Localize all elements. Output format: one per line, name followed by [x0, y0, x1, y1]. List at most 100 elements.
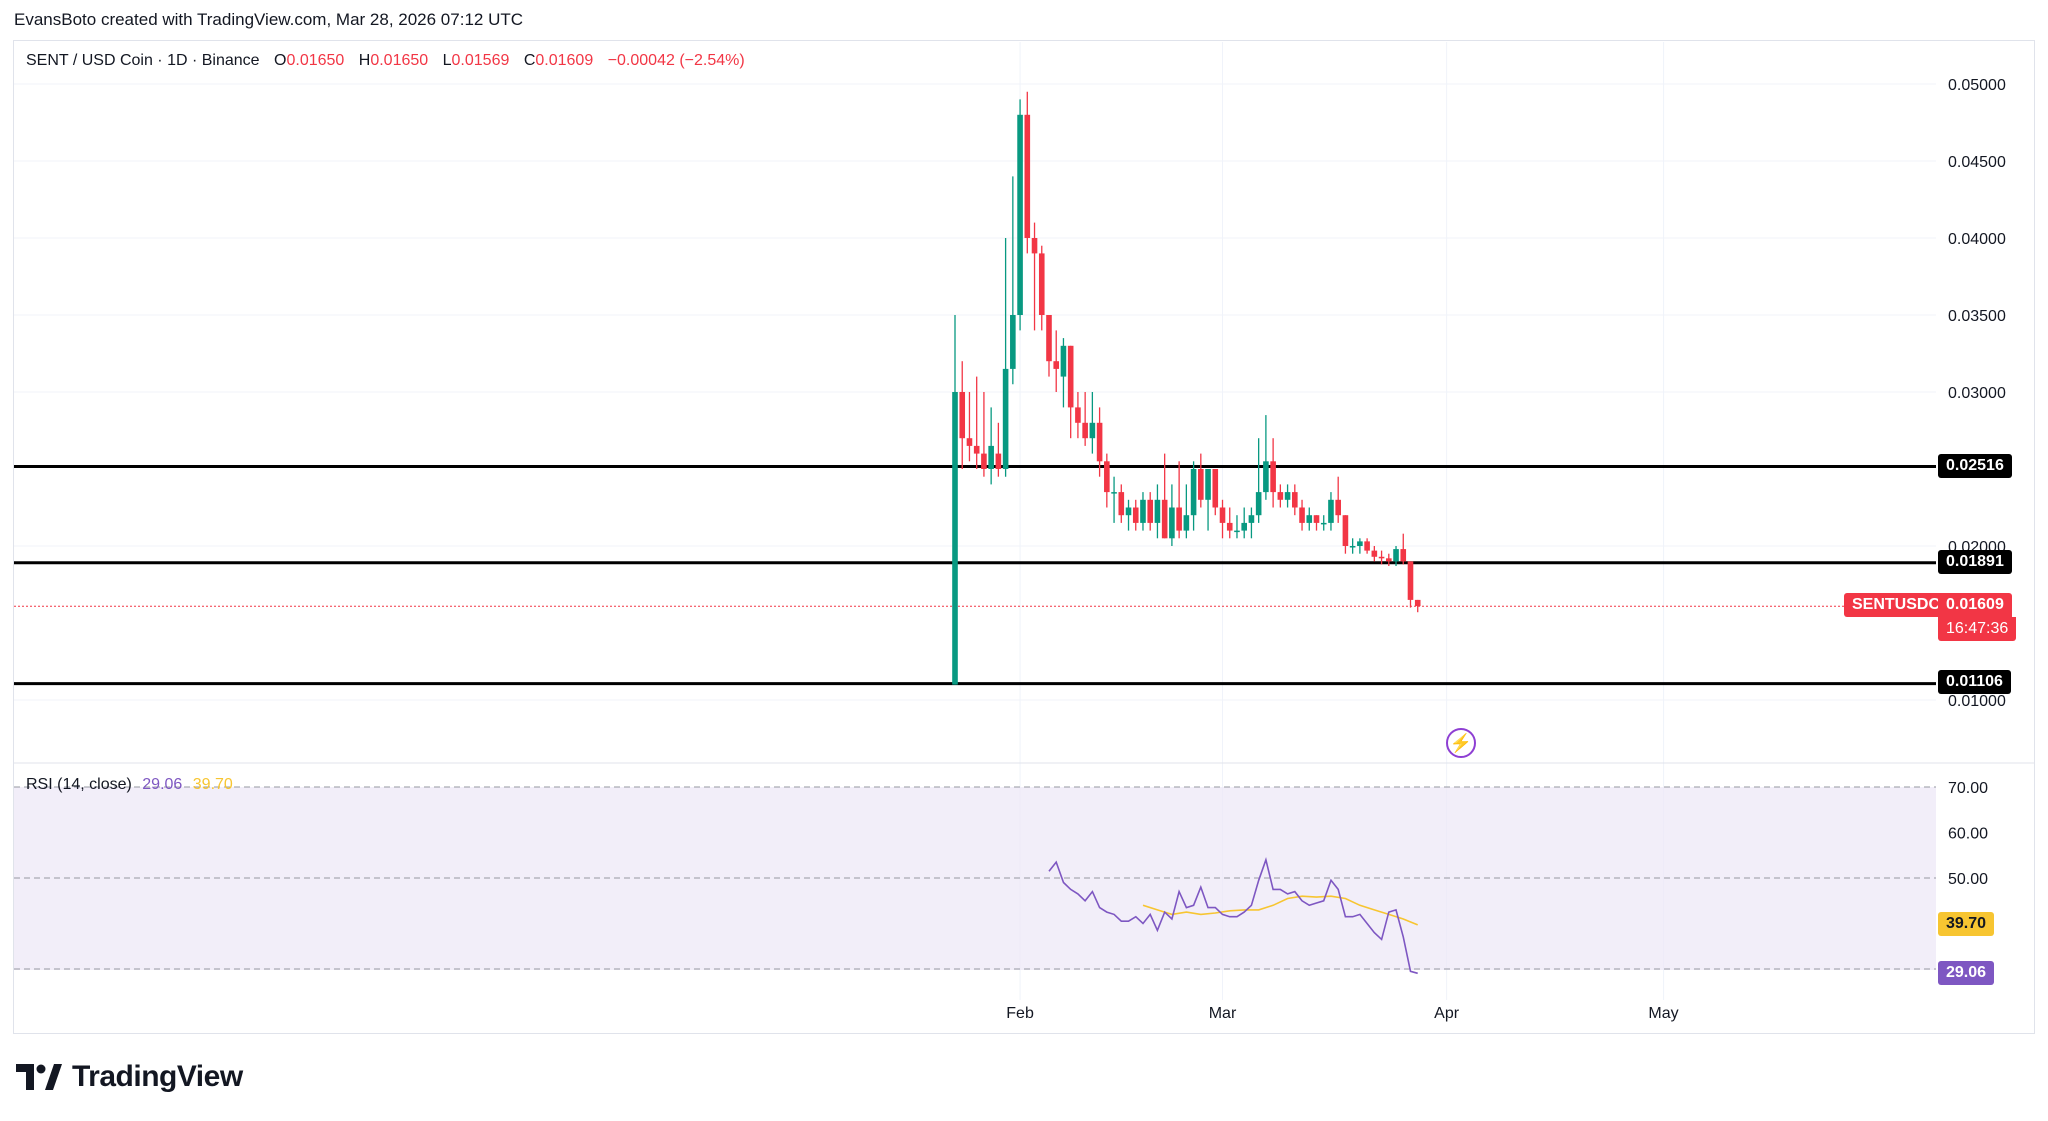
candle-body — [1234, 530, 1240, 533]
candle-body — [1393, 549, 1399, 562]
time-tick-label: Feb — [1006, 1005, 1034, 1022]
high-label: H — [358, 52, 371, 69]
change-value: −0.00042 (−2.54%) — [607, 52, 745, 69]
rsi-line — [1048, 856, 1418, 975]
candle-body — [1147, 499, 1154, 523]
open-value: 0.01650 — [286, 52, 345, 69]
candle-body — [1248, 515, 1255, 523]
candle-body — [1140, 499, 1146, 523]
candle-body — [1414, 599, 1421, 607]
candle-body — [959, 392, 966, 439]
time-tick-label: Mar — [1209, 1005, 1237, 1022]
horizontal-levels[interactable] — [14, 465, 1936, 686]
candle-body — [1335, 499, 1341, 516]
rsi-tick-label: 70.00 — [1948, 780, 1988, 797]
candle-body — [1031, 238, 1038, 254]
price-tick-label: 0.04000 — [1948, 231, 2006, 248]
candle-body — [1342, 515, 1349, 546]
candle-body — [1226, 522, 1233, 531]
candle-body — [1386, 558, 1392, 562]
rsi-tick-label: 60.00 — [1948, 826, 1988, 843]
low-label: L — [442, 52, 452, 69]
tradingview-logo[interactable]: TradingView — [16, 1060, 243, 1094]
candle-body — [1161, 499, 1168, 539]
candle-body — [1263, 461, 1269, 493]
rsi-tag: 29.06 — [1938, 961, 1995, 985]
rsi-series[interactable] — [1048, 856, 1419, 975]
candlestick-series[interactable] — [952, 91, 1421, 685]
candle-body — [988, 445, 994, 469]
candle-body — [1154, 499, 1161, 523]
candle-body — [1400, 549, 1407, 562]
time-tick-label: May — [1648, 1005, 1678, 1022]
candle-body — [1198, 469, 1204, 500]
rsi-title[interactable]: RSI (14, close) — [26, 776, 132, 793]
candle-body — [995, 453, 1002, 469]
price-tick-label: 0.05000 — [1948, 77, 2006, 94]
symbol-title[interactable]: SENT / USD Coin · 1D · Binance — [26, 52, 260, 69]
rsi-ma-tag: 39.70 — [1938, 912, 1995, 936]
candle-body — [1176, 507, 1182, 531]
candle-body — [1292, 492, 1298, 508]
rsi-ma-line — [1142, 895, 1419, 926]
rsi-value: 29.06 — [142, 776, 183, 793]
rsi-legend[interactable]: RSI (14, close) 29.06 39.70 — [26, 776, 233, 794]
candle-body — [1349, 546, 1356, 548]
candle-body — [1212, 469, 1219, 508]
price-tick-label: 0.04500 — [1948, 154, 2006, 171]
candle-body — [1255, 492, 1262, 516]
high-value: 0.01650 — [370, 52, 429, 69]
candle-body — [1089, 422, 1096, 439]
price-tick-label: 0.03000 — [1948, 385, 2006, 402]
price-tick-label: 0.03500 — [1948, 308, 2006, 325]
candle-body — [1010, 315, 1016, 369]
candle-body — [1306, 515, 1313, 523]
candle-body — [1060, 345, 1067, 377]
level-tag-3: 0.01106 — [1938, 670, 2011, 694]
price-axis[interactable]: 0.050000.045000.040000.035000.030000.020… — [1948, 77, 2006, 710]
lightning-icon[interactable]: ⚡ — [1446, 728, 1476, 758]
candle-body — [966, 438, 973, 446]
candle-body — [1219, 507, 1226, 523]
candle-body — [1205, 469, 1211, 500]
candle-body — [1132, 507, 1139, 523]
candle-body — [1299, 507, 1305, 523]
open-label: O — [274, 52, 287, 69]
chart-credit: EvansBoto created with TradingView.com, … — [14, 10, 524, 29]
candle-body — [1169, 507, 1175, 539]
candle-body — [981, 453, 987, 469]
candle-body — [1067, 345, 1074, 408]
candle-body — [1357, 541, 1363, 546]
candle-body — [1378, 556, 1385, 559]
rsi-tick-label: 50.00 — [1948, 871, 1988, 888]
rsi-ma-value: 39.70 — [192, 776, 233, 793]
candle-body — [952, 392, 958, 685]
symbol-legend[interactable]: SENT / USD Coin · 1D · Binance O0.01650 … — [26, 52, 745, 70]
last-price-tag: 0.01609 — [1938, 593, 2012, 617]
level-tag-1: 0.02516 — [1938, 454, 2012, 478]
tradingview-logo-icon — [16, 1064, 62, 1090]
candle-body — [1024, 114, 1031, 238]
close-value: 0.01609 — [535, 52, 594, 69]
candle-body — [1284, 492, 1291, 500]
price-tick-label: 0.01000 — [1948, 693, 2006, 710]
candle-body — [1002, 368, 1009, 469]
time-axis[interactable]: Feb Mar Apr May — [1006, 1005, 1678, 1022]
chart-frame — [13, 40, 2035, 1034]
candle-body — [1241, 522, 1247, 531]
candle-body — [1053, 361, 1060, 369]
candle-body — [1407, 561, 1414, 600]
rsi-axis[interactable]: 70.00 60.00 50.00 — [1948, 780, 1988, 888]
time-tick-label: Apr — [1434, 1005, 1460, 1022]
candle-body — [1364, 541, 1370, 551]
candle-body — [1046, 315, 1052, 362]
candle-body — [1190, 469, 1197, 516]
countdown-tag: 16:47:36 — [1938, 617, 2017, 641]
symbol-tag: SENTUSDC — [1844, 593, 1949, 617]
candle-body — [1017, 114, 1023, 315]
candle-body — [1111, 492, 1117, 494]
candle-body — [1277, 492, 1284, 500]
level-tag-2: 0.01891 — [1938, 550, 2012, 574]
candle-body — [1328, 499, 1334, 523]
